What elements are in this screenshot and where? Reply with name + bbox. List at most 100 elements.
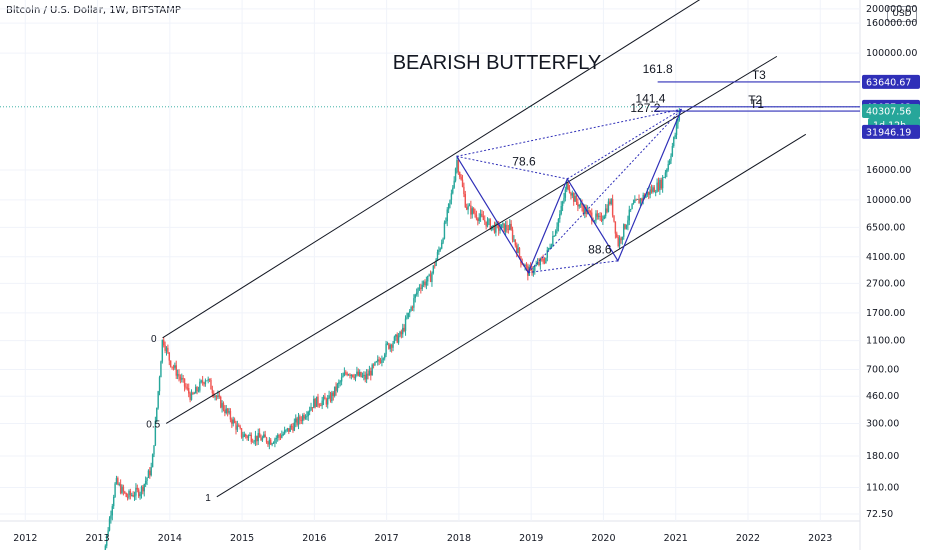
candle-body xyxy=(471,208,473,215)
candle-body xyxy=(557,219,560,227)
candle-body xyxy=(456,159,458,169)
candle-body xyxy=(461,179,464,187)
candle-body xyxy=(250,434,252,442)
time-tick-label: 2015 xyxy=(230,533,254,544)
candle-body xyxy=(550,245,553,248)
candle-body xyxy=(655,192,657,193)
candle-body xyxy=(395,334,397,337)
candle-body xyxy=(552,236,554,246)
price-tick-label: 110.00 xyxy=(866,482,899,493)
candle-body xyxy=(524,264,526,267)
candle-body xyxy=(593,220,596,222)
candle-body xyxy=(571,193,574,196)
price-tick-label: 4100.00 xyxy=(866,252,905,263)
butterfly-retracement-line xyxy=(456,155,568,180)
channel-level-label: 1 xyxy=(205,493,211,504)
time-axis[interactable]: 2012 2013 2014 2015 2016 2017 2018 2019 2020 2021… xyxy=(13,533,832,544)
candle-body xyxy=(340,377,343,382)
candle-body xyxy=(482,216,485,221)
candle-body xyxy=(342,375,344,378)
candle-body xyxy=(232,419,234,424)
candle-body xyxy=(185,386,187,388)
candle-body xyxy=(485,221,487,227)
candle-body xyxy=(484,220,486,222)
candle-body xyxy=(293,422,296,431)
candle-body xyxy=(452,187,454,194)
time-tick-label: 2012 xyxy=(13,533,37,544)
candle-body xyxy=(402,327,404,335)
candle-body xyxy=(179,376,182,380)
candle-body xyxy=(263,434,265,438)
price-axis[interactable]: 200000.00 160000.00 100000.00 16000.00 10000… xyxy=(866,4,917,520)
candle-body xyxy=(107,530,109,535)
candle-body xyxy=(578,204,580,207)
candle-body xyxy=(144,480,147,485)
candle-body xyxy=(338,382,340,384)
candle-body xyxy=(132,494,134,497)
candle-body xyxy=(345,372,347,374)
candle-body xyxy=(385,343,387,355)
candle-body xyxy=(324,396,326,400)
channel-line[interactable] xyxy=(165,55,778,424)
candle-body xyxy=(570,192,572,196)
candle-body xyxy=(596,213,599,217)
candle-body xyxy=(360,372,362,377)
candle-body xyxy=(598,215,600,217)
candle-body xyxy=(657,182,660,191)
candle-body xyxy=(226,408,229,413)
candle-body xyxy=(464,194,467,208)
candle-body xyxy=(503,223,505,232)
candle-body xyxy=(642,194,644,201)
price-tick-label: 72.50 xyxy=(866,509,893,520)
candle-body xyxy=(125,492,127,497)
time-tick-label: 2023 xyxy=(808,533,832,544)
candle-body xyxy=(303,415,305,419)
candle-body xyxy=(421,284,423,289)
candle-body xyxy=(114,483,116,497)
candle-body xyxy=(653,187,656,193)
candle-body xyxy=(246,436,248,438)
candle-body xyxy=(224,409,226,414)
candle-body xyxy=(268,439,271,445)
candle-body xyxy=(163,339,165,346)
candle-body xyxy=(129,491,132,496)
currency-button[interactable]: USD xyxy=(887,6,917,22)
candle-body xyxy=(292,427,294,431)
channel-line[interactable] xyxy=(162,0,719,339)
candle-body xyxy=(399,331,401,337)
candle-body xyxy=(534,265,536,271)
fib-ratio-label: 78.6 xyxy=(512,154,536,168)
candle-body xyxy=(403,327,405,331)
candle-body xyxy=(364,374,366,380)
price-tick-label: 10000.00 xyxy=(866,195,911,206)
candle-body xyxy=(115,478,118,484)
time-tick-label: 2013 xyxy=(85,533,109,544)
candle-body xyxy=(579,203,582,205)
candle-body xyxy=(442,238,444,243)
candle-body xyxy=(288,428,290,432)
candle-body xyxy=(192,392,194,394)
candle-body xyxy=(543,261,546,263)
candle-body xyxy=(535,264,537,266)
candle-body xyxy=(210,379,212,390)
candle-body xyxy=(325,399,328,405)
price-tick-label: 180.00 xyxy=(866,451,899,462)
candle-body xyxy=(427,275,429,282)
candle-body xyxy=(468,205,471,207)
butterfly-retracement-line xyxy=(456,108,682,157)
candle-body xyxy=(249,434,251,436)
candle-body xyxy=(645,194,647,198)
candle-body xyxy=(453,180,455,188)
candle-body xyxy=(420,287,422,289)
candle-body xyxy=(112,496,115,507)
channel-line[interactable] xyxy=(216,133,807,498)
candle-body xyxy=(225,408,227,414)
candle-body xyxy=(457,159,460,173)
candle-body xyxy=(181,378,183,380)
candle-body xyxy=(546,249,548,258)
candle-body xyxy=(328,395,330,399)
candle-body xyxy=(492,225,494,226)
candle-body xyxy=(410,307,412,311)
candle-body xyxy=(581,203,583,208)
